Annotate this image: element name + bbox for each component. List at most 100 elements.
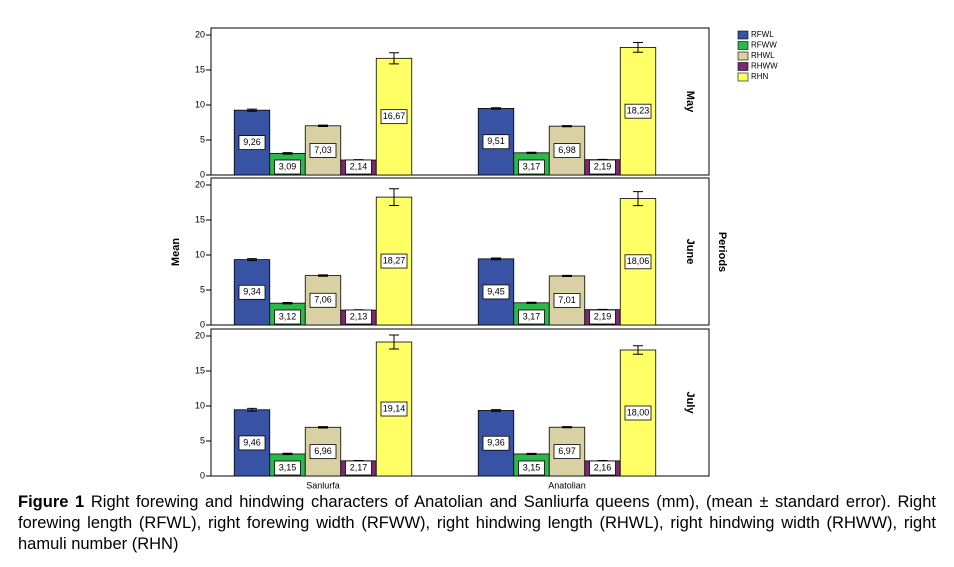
y-tick-label: 20 [195,179,205,189]
error-bar [562,125,572,128]
x-tick-label: Anatolian [548,480,586,490]
error-bar [389,52,399,65]
panel-label: June [684,239,696,265]
error-bar [633,345,643,355]
legend-label: RHWL [751,51,775,60]
error-bar [247,407,257,412]
y-tick-label: 10 [195,249,205,259]
legend-label: RFWW [751,41,777,50]
y-tick-label: 5 [200,134,205,144]
caption-label: Figure 1 [18,493,85,511]
value-label: 18,00 [627,407,650,417]
legend-label: RHN [751,72,769,81]
y-tick-label: 15 [195,214,205,224]
value-label-box [380,109,408,125]
error-bar [282,152,293,155]
value-label: 3,09 [279,161,297,171]
panel-axis-label: Periods [716,232,728,272]
error-bar [282,452,293,456]
value-label-box [309,444,337,460]
value-label: 2,17 [350,462,368,472]
error-bar [633,191,643,207]
value-label: 2,16 [594,462,612,472]
legend-swatch [737,41,749,50]
value-label-box [238,284,266,300]
y-tick-label: 0 [200,470,205,480]
value-label: 3,17 [523,161,541,171]
value-label-box [274,159,301,175]
error-bar [491,409,501,412]
value-label: 3,12 [279,311,297,321]
y-tick-label: 20 [195,330,205,340]
y-tick-label: 10 [195,400,205,410]
legend-label: RHWW [751,62,778,71]
value-label: 2,14 [350,161,368,171]
y-axis-label: Mean [170,238,182,266]
panel-frame [210,27,710,176]
error-bar [562,274,572,277]
value-label: 2,19 [594,311,612,321]
x-tick-label: Sanlurfa [306,480,340,490]
chart: Mean Periods 0 5 10 15 20 May 9,26 9,51 3,09 3,17… [170,27,778,490]
value-label-box [553,444,581,460]
y-tick-label: 5 [200,435,205,445]
value-label-box [274,460,301,476]
value-label-box [518,309,545,325]
value-label-box [238,435,266,451]
legend-swatch [737,72,749,82]
value-label: 6,98 [558,145,576,155]
value-label-box [274,309,301,325]
error-bar [491,107,501,110]
value-label: 16,67 [383,111,406,121]
error-bar [526,151,537,154]
error-bar [247,258,257,262]
value-label: 9,46 [243,437,261,447]
error-bar [633,41,643,53]
value-label: 9,51 [487,136,505,146]
value-label-box [518,460,545,476]
error-bar [526,452,537,456]
legend-swatch [737,62,749,71]
error-bar [282,301,293,305]
value-label: 7,06 [314,295,332,305]
value-label-box [482,435,510,451]
value-label: 7,01 [558,295,576,305]
value-label-box [309,142,337,158]
value-label-box [624,405,652,421]
value-label: 18,06 [627,256,650,266]
value-label-box [518,159,545,175]
value-label: 2,19 [594,161,612,171]
value-label-box [345,309,372,325]
value-label-box [345,159,372,175]
y-tick-label: 15 [195,64,205,74]
caption-text: Right forewing and hindwing characters o… [18,493,936,553]
value-label-box [589,309,616,325]
error-bar [247,108,257,112]
y-tick-label: 15 [195,365,205,375]
legend-swatch [737,51,749,61]
value-label-box [482,134,510,150]
error-bar [318,274,328,277]
value-label: 3,15 [279,462,297,472]
value-label: 19,14 [383,403,406,413]
value-label-box [309,292,337,308]
panel-frame [210,177,710,326]
value-label: 9,34 [243,287,261,297]
panel-label: July [684,391,696,414]
value-label-box [589,460,616,476]
value-label-box [553,143,581,158]
value-label: 7,03 [314,145,332,155]
caption: Figure 1 Right forewing and hindwing cha… [18,492,936,555]
value-label: 18,23 [627,106,650,116]
y-tick-label: 0 [200,319,205,329]
error-bar [318,426,328,429]
error-bar [562,426,572,429]
error-bar [389,334,399,350]
value-label: 2,13 [350,311,368,321]
value-label-box [345,460,372,476]
value-label: 3,17 [523,311,541,321]
value-label-box [380,253,408,269]
value-label: 9,36 [487,438,505,448]
value-label-box [589,159,616,175]
value-label: 9,26 [243,137,261,147]
